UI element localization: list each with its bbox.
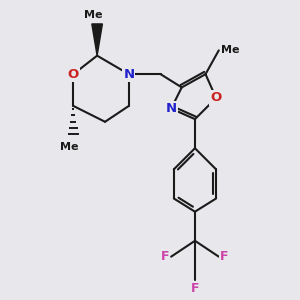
Text: F: F: [161, 250, 170, 263]
Text: F: F: [220, 250, 229, 263]
Text: O: O: [211, 92, 222, 104]
Text: Me: Me: [221, 45, 240, 56]
Text: N: N: [123, 68, 134, 81]
Text: Me: Me: [84, 10, 102, 20]
Text: N: N: [166, 102, 177, 115]
Text: F: F: [191, 282, 199, 295]
Text: O: O: [68, 68, 79, 81]
Text: Me: Me: [60, 142, 79, 152]
Polygon shape: [92, 24, 102, 56]
